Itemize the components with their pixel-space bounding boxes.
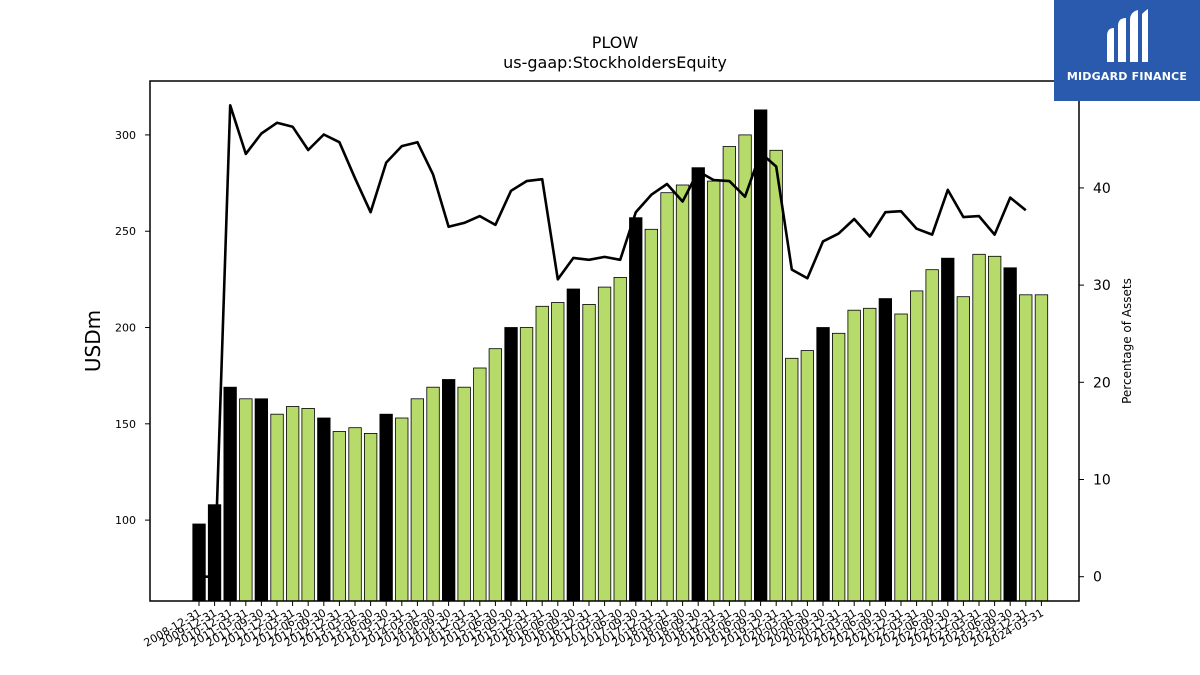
bar-2023-09-30 <box>1003 267 1017 602</box>
bar-2021-03-31 <box>847 309 861 602</box>
y2-axis-label: Percentage of Assets <box>1120 278 1134 404</box>
bar-2022-12-31 <box>956 296 970 602</box>
bar-2014-12-31 <box>457 386 471 602</box>
bar-2013-03-31 <box>348 427 362 602</box>
bar-2022-09-30 <box>941 257 955 602</box>
bar-2022-06-30 <box>925 269 939 602</box>
bar-2017-12-31 <box>644 228 658 602</box>
bar-2019-12-31 <box>769 149 783 602</box>
bar-2018-03-31 <box>660 192 674 602</box>
chart-title: PLOW <box>592 33 639 52</box>
y-tick-label: 300 <box>115 129 136 142</box>
y2-tick-label: 40 <box>1093 181 1111 197</box>
y2-tick-label: 10 <box>1093 473 1111 489</box>
bar-2012-12-31 <box>332 431 347 602</box>
bar-2019-09-30 <box>754 109 768 602</box>
y2-tick-label: 30 <box>1093 278 1111 294</box>
bar-2023-06-30 <box>988 255 1002 602</box>
bar-2023-03-31 <box>972 253 986 602</box>
bar-2015-09-30 <box>504 327 518 602</box>
bar-2020-03-31 <box>785 357 799 602</box>
bar-2016-06-30 <box>551 302 565 602</box>
bar-2014-03-31 <box>410 398 425 602</box>
bar-2011-09-30 <box>254 398 269 602</box>
midgard-logo-icon <box>1107 9 1148 62</box>
bar-2017-06-30 <box>613 276 627 602</box>
bar-2020-09-30 <box>816 327 830 602</box>
bar-2017-09-30 <box>629 217 643 602</box>
bar-2013-09-30 <box>379 413 393 602</box>
bar-2017-03-31 <box>597 286 612 602</box>
bar-2024-03-31 <box>1034 294 1049 602</box>
logo-text: MIDGARD FINANCE <box>1066 70 1188 83</box>
y-axis-label: USDm <box>81 310 105 372</box>
bar-2013-12-31 <box>395 417 409 602</box>
bar-2019-06-30 <box>738 134 752 602</box>
bar-2020-06-30 <box>800 350 814 602</box>
bar-2021-09-30 <box>878 298 892 602</box>
bar-2008-12-31 <box>192 523 206 602</box>
bar-2021-12-31 <box>894 313 908 602</box>
y2-tick-label: 0 <box>1093 570 1102 586</box>
y-tick-label: 150 <box>115 418 136 431</box>
y-tick-label: 200 <box>115 322 136 335</box>
bar-2014-06-30 <box>426 386 440 602</box>
bar-2011-12-31 <box>270 413 284 602</box>
bar-2011-03-31 <box>239 398 253 602</box>
midgard-finance-logo: MIDGARD FINANCE <box>1054 0 1200 101</box>
y2-tick-label: 20 <box>1093 375 1111 391</box>
bar-2015-03-31 <box>473 367 487 602</box>
bar-2015-06-30 <box>488 348 503 602</box>
bar-2019-03-31 <box>722 146 736 602</box>
bar-2020-12-31 <box>832 332 846 602</box>
bar-2012-06-30 <box>301 407 315 602</box>
bar-2012-03-31 <box>285 406 300 602</box>
bar-2016-09-30 <box>566 288 580 602</box>
y-tick-label: 250 <box>115 225 136 238</box>
bar-2018-12-31 <box>707 180 721 602</box>
bar-2021-06-30 <box>863 307 877 602</box>
bar-2018-09-30 <box>691 167 705 602</box>
percentage-of-assets-line <box>199 104 1027 579</box>
bar-2013-06-30 <box>363 432 378 602</box>
bar-2023-12-31 <box>1019 294 1033 602</box>
bar-2016-03-31 <box>535 305 549 602</box>
y-tick-label: 100 <box>115 514 136 527</box>
bar-2014-09-30 <box>441 379 456 602</box>
bar-2022-03-31 <box>910 290 924 602</box>
bar-2015-12-31 <box>519 327 534 602</box>
chart-subtitle: us-gaap:StockholdersEquity <box>503 53 727 72</box>
bar-2010-12-31 <box>223 386 237 602</box>
bar-2012-09-30 <box>317 417 331 602</box>
bar-2016-12-31 <box>582 303 596 602</box>
plot-frame <box>149 80 1080 602</box>
bar-2018-06-30 <box>675 184 690 602</box>
